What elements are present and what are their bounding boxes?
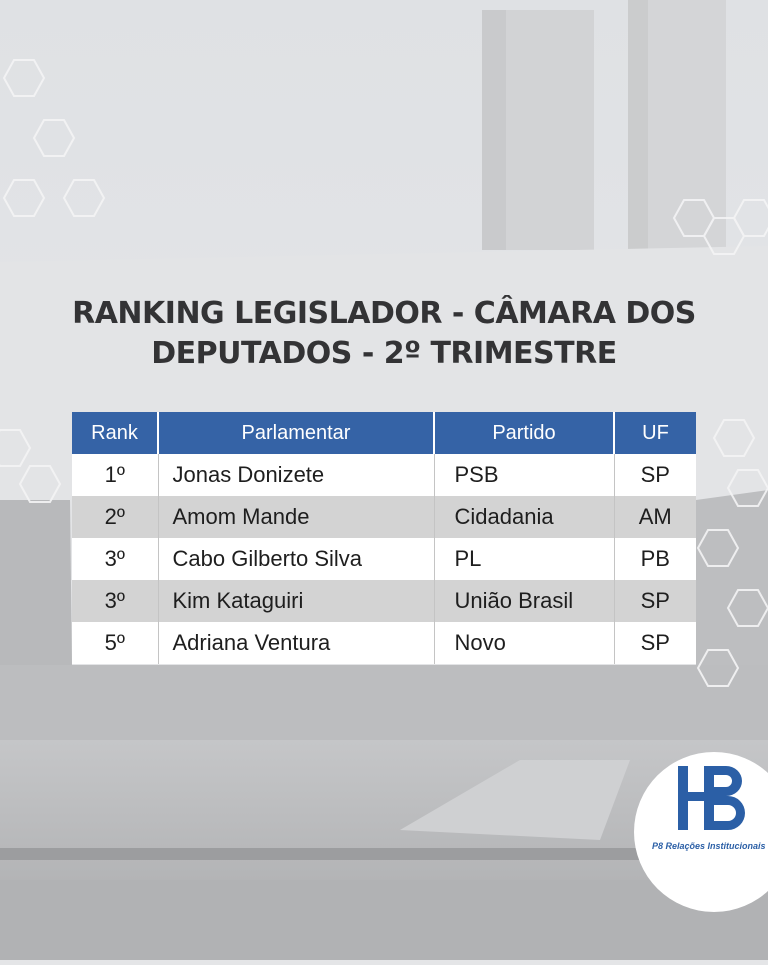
cell-uf: SP xyxy=(613,580,696,622)
page-title: RANKING LEGISLADOR - CÂMARA DOS DEPUTADO… xyxy=(40,294,728,374)
cell-uf: SP xyxy=(613,622,696,664)
header-partido: Partido xyxy=(433,412,614,454)
cell-parlamentar: Adriana Ventura xyxy=(157,622,434,664)
table-row: 3º Cabo Gilberto Silva PL PB xyxy=(72,538,696,580)
table-row: 2º Amom Mande Cidadania AM xyxy=(72,496,696,538)
table-row: 5º Adriana Ventura Novo SP xyxy=(72,622,696,664)
table-row: 3º Kim Kataguiri União Brasil SP xyxy=(72,580,696,622)
title-line-1: RANKING LEGISLADOR - CÂMARA DOS xyxy=(72,296,696,331)
header-parlamentar: Parlamentar xyxy=(157,412,434,454)
cell-uf: AM xyxy=(613,496,696,538)
p8-logo: P8 Relações Institucionais xyxy=(634,752,768,912)
cell-rank: 1º xyxy=(72,454,158,496)
table-row: 1º Jonas Donizete PSB SP xyxy=(72,454,696,496)
cell-parlamentar: Amom Mande xyxy=(157,496,434,538)
cell-partido: Cidadania xyxy=(433,496,614,538)
cell-rank: 3º xyxy=(72,580,158,622)
cell-rank: 5º xyxy=(72,622,158,664)
title-line-2: DEPUTADOS - 2º TRIMESTRE xyxy=(151,336,617,371)
cell-partido: PSB xyxy=(433,454,614,496)
cell-partido: PL xyxy=(433,538,614,580)
cell-parlamentar: Cabo Gilberto Silva xyxy=(157,538,434,580)
header-rank: Rank xyxy=(72,412,158,454)
cell-parlamentar: Jonas Donizete xyxy=(157,454,434,496)
cell-partido: Novo xyxy=(433,622,614,664)
cell-uf: PB xyxy=(613,538,696,580)
cell-parlamentar: Kim Kataguiri xyxy=(157,580,434,622)
logo-caption: P8 Relações Institucionais xyxy=(652,841,766,851)
cell-rank: 2º xyxy=(72,496,158,538)
table-header-row: Rank Parlamentar Partido UF xyxy=(72,412,696,454)
cell-rank: 3º xyxy=(72,538,158,580)
ranking-table: Rank Parlamentar Partido UF 1º Jonas Don… xyxy=(72,412,696,664)
cell-partido: União Brasil xyxy=(433,580,614,622)
p8-monogram-icon xyxy=(678,766,745,830)
header-uf: UF xyxy=(613,412,696,454)
cell-uf: SP xyxy=(613,454,696,496)
